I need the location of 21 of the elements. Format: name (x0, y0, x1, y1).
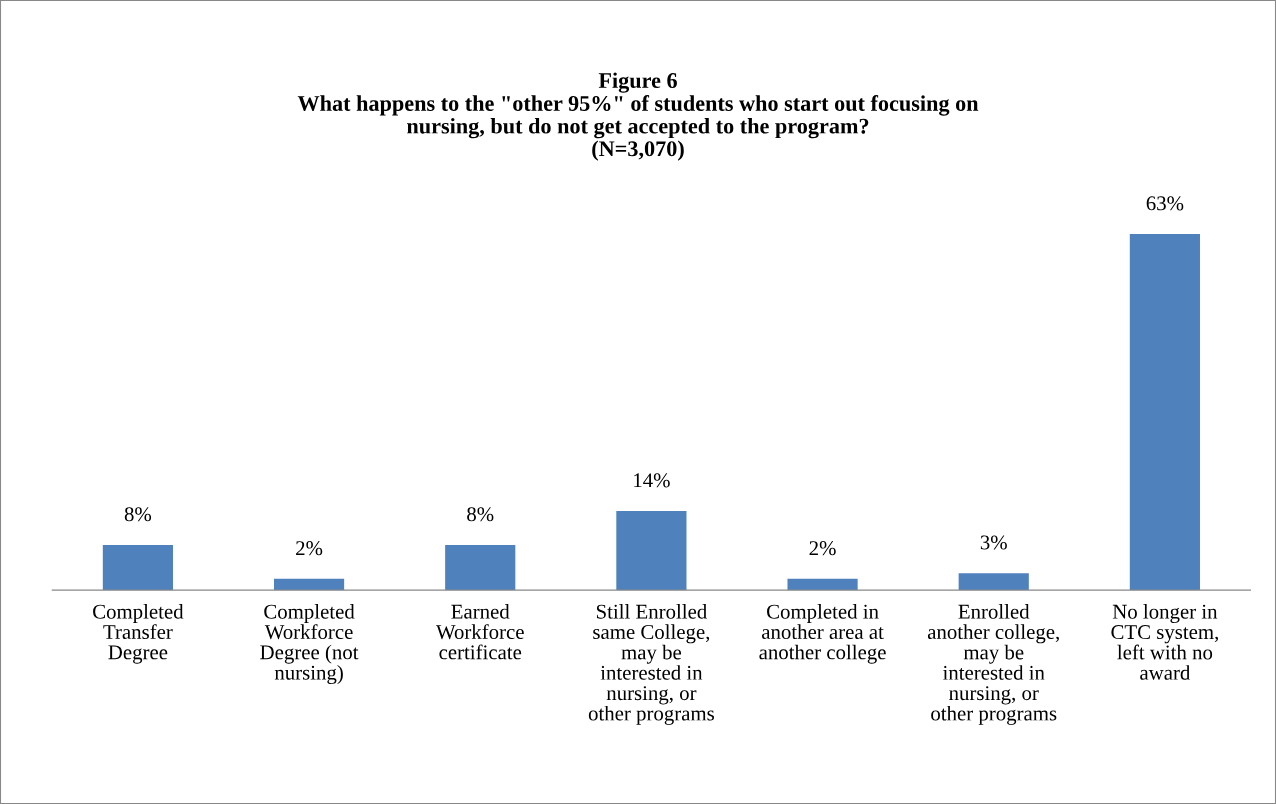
x-tick-label: Enrolled another college, may be interested in nursing, or other programs (927, 604, 1059, 725)
data-label: 8% (124, 507, 152, 522)
x-tick-label: Earned Workforce certificate (435, 604, 524, 660)
bar (1129, 234, 1200, 591)
x-tick-label: Completed Workforce Degree (not nursing) (260, 604, 359, 685)
data-label: 2% (296, 541, 323, 556)
x-tick-label: Completed Transfer Degree (93, 604, 184, 664)
x-tick-label: Still Enrolled same College, may be interested in nursing, or other programs (588, 604, 714, 725)
data-label: 8% (467, 507, 494, 522)
bar (102, 544, 173, 591)
bar (958, 573, 1029, 591)
bar (616, 511, 687, 591)
bar (787, 578, 858, 591)
bar (445, 544, 516, 591)
x-tick-label: Completed in another area at another college (759, 604, 886, 664)
data-label: 2% (809, 541, 836, 556)
data-label: 14% (634, 473, 670, 488)
data-label: 63% (1146, 196, 1184, 211)
x-tick-label: No longer in CTC system, left with no award (1111, 604, 1218, 680)
data-label: 3% (980, 535, 1007, 550)
chart-title: Figure 6 What happens to the "other 95%" of students who start out focusing on nursing, but do not get accepted to the program? (N=3,070) (297, 72, 979, 161)
